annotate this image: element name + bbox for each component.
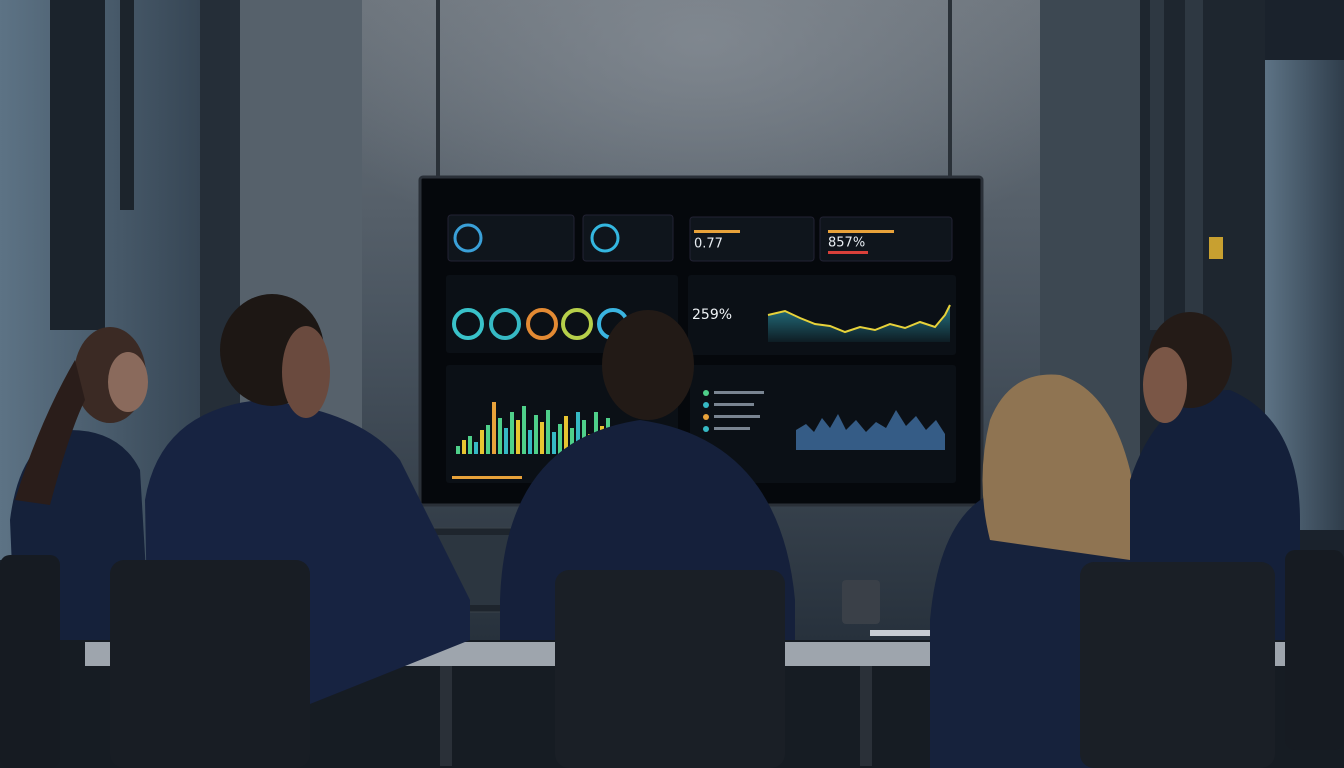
bar-chart-part [570,428,574,454]
list-items [703,390,764,432]
icon-ring [453,223,483,253]
list-items-part [714,415,760,418]
bar-chart-part [516,420,520,454]
indicator [828,251,868,254]
table-leg [440,666,452,766]
line [767,304,951,334]
window-frame [50,0,105,330]
bar-chart-part [480,430,484,454]
bar-chart-part [498,418,502,454]
list-items-part [714,391,764,394]
bar-chart-part [456,446,460,454]
chair [1080,562,1275,768]
chair [0,555,60,768]
list-items-part [714,427,750,430]
highlight-value: 259% [692,307,732,323]
icon-ring [590,223,620,253]
chair [1285,550,1344,750]
person-head [602,310,694,420]
bar-chart-part [522,406,526,454]
list-items-part [703,426,709,432]
bar-chart-part [510,412,514,454]
pipe [1185,0,1203,320]
bar-chart [452,402,610,479]
bar-chart-part [546,410,550,454]
mug [842,580,880,624]
list-items-part [703,390,709,396]
table-leg [860,666,872,766]
person-face [1143,347,1187,423]
bar-chart-part [564,416,568,454]
chair [110,560,310,768]
card [819,216,953,262]
bar-chart-part [452,476,522,479]
bar-chart-part [486,425,490,454]
metric-value: 0.77 [694,237,723,252]
chairs [0,550,1344,768]
display: 0.77 857% 259% [418,175,984,507]
pipe [1150,0,1164,330]
list-items-part [703,414,709,420]
bar-chart-part [492,402,496,454]
bar-chart-part [462,440,466,454]
metric-value: 857% [828,236,865,251]
paper [870,630,930,636]
list-items-part [703,402,709,408]
bar-chart-part [474,442,478,454]
bar-chart-part [528,430,532,454]
list-items-part [714,403,754,406]
ring [452,308,484,340]
pipe [120,0,134,210]
chair [555,570,785,768]
bar-chart-part [552,432,556,454]
card [582,214,674,262]
ring [561,308,593,340]
bar-chart-part [540,422,544,454]
bar-chart-part [558,424,562,454]
bar-chart-part [468,436,472,454]
person-face [108,352,148,412]
pipe-light [1209,237,1223,259]
line-area [768,305,950,342]
card [689,216,815,262]
bar-chart-part [534,415,538,454]
area-chart [796,410,945,450]
ring [489,308,521,340]
person-hair [15,360,85,505]
indicator [828,230,894,233]
ring [526,308,558,340]
bar-chart-part [576,412,580,454]
card [447,214,575,262]
indicator [694,230,740,233]
bar-chart-part [504,428,508,454]
person-hair [982,374,1135,560]
person-face [282,326,330,418]
